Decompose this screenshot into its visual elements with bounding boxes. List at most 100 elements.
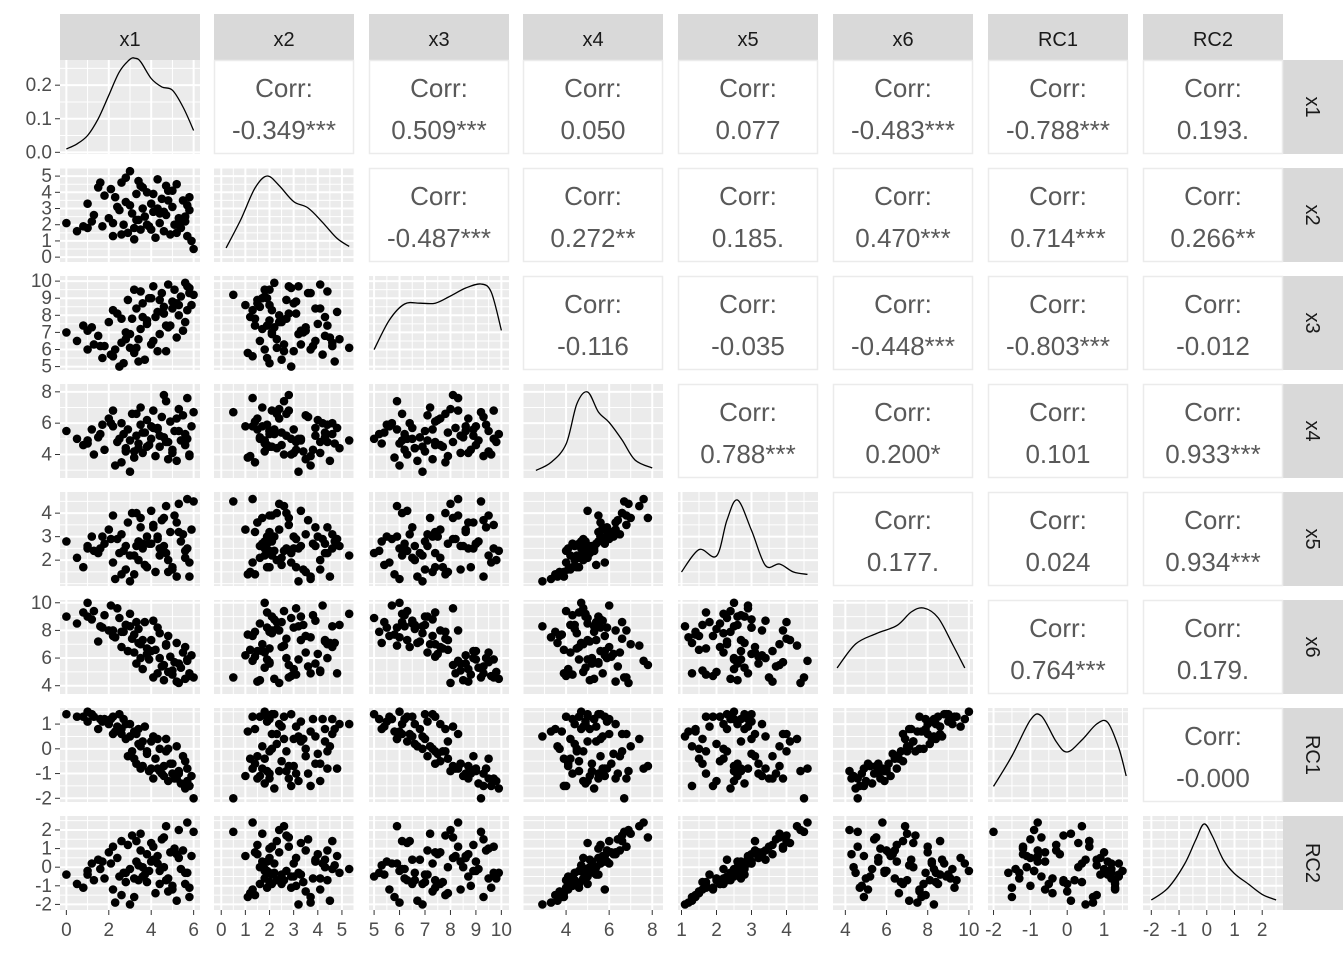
corr-value-x2-x4: 0.272**: [550, 223, 635, 253]
data-point: [929, 714, 939, 724]
corr-panel-x2-x4: [522, 167, 664, 263]
data-point: [277, 440, 286, 450]
data-point: [441, 458, 450, 467]
data-point: [136, 523, 145, 532]
data-point: [453, 406, 463, 415]
data-point: [925, 875, 935, 885]
data-point: [83, 870, 92, 879]
x-tick-label: 5: [369, 920, 380, 941]
corr-panel-x3-RC1: [987, 275, 1129, 371]
data-point: [149, 189, 158, 199]
data-point: [301, 631, 311, 641]
data-point: [299, 877, 308, 887]
data-point: [189, 827, 198, 837]
data-point: [729, 598, 739, 608]
data-point: [108, 305, 118, 315]
data-point: [878, 818, 887, 827]
scatter-points-x3-x1: [62, 278, 198, 371]
data-point: [306, 461, 315, 470]
data-point: [250, 458, 260, 467]
data-point: [335, 719, 344, 729]
data-point: [1029, 825, 1039, 835]
corr-panel-x2-x3: [368, 167, 510, 263]
data-point: [189, 407, 198, 417]
data-point: [964, 866, 974, 876]
data-point: [453, 494, 463, 504]
data-point: [311, 855, 320, 864]
data-point: [344, 343, 354, 353]
data-point: [279, 712, 289, 721]
data-point: [159, 833, 169, 842]
data-point: [559, 781, 569, 791]
data-point: [757, 719, 767, 729]
data-point: [296, 326, 306, 336]
data-point: [736, 646, 746, 656]
data-point: [436, 756, 445, 766]
data-point: [277, 722, 286, 731]
data-point: [284, 833, 294, 842]
data-point: [294, 467, 303, 477]
data-point: [161, 548, 171, 558]
corr-label: Corr:: [1184, 181, 1242, 211]
data-point: [617, 634, 627, 643]
data-point: [296, 838, 306, 848]
data-point: [262, 353, 272, 363]
data-point: [311, 423, 320, 433]
data-point: [125, 467, 135, 477]
data-point: [168, 186, 177, 195]
data-point: [243, 348, 253, 358]
corr-label: Corr:: [564, 73, 622, 103]
data-point: [176, 292, 186, 301]
data-point: [284, 761, 294, 771]
data-point: [159, 226, 169, 236]
x-tick-label: 8: [647, 920, 658, 941]
x-tick-label: 5: [337, 920, 348, 941]
data-point: [415, 433, 425, 442]
data-point: [754, 759, 763, 768]
data-point: [747, 859, 756, 868]
data-point: [277, 560, 286, 570]
data-point: [146, 539, 156, 548]
data-point: [430, 848, 440, 857]
data-point: [151, 567, 160, 577]
data-point: [110, 574, 120, 584]
data-point: [471, 646, 481, 656]
data-point: [272, 508, 282, 518]
data-point: [415, 855, 425, 864]
data-point: [323, 747, 332, 756]
data-point: [395, 461, 404, 470]
data-point: [132, 304, 141, 313]
data-point: [909, 838, 918, 848]
data-point: [332, 423, 342, 433]
data-point: [62, 709, 71, 719]
data-point: [180, 756, 190, 766]
x-tick-label: 6: [188, 920, 199, 941]
data-point: [935, 729, 945, 739]
strip-top-x2: [214, 14, 354, 60]
strip-top-x6: [833, 14, 973, 60]
data-point: [136, 829, 145, 838]
data-point: [183, 764, 192, 773]
data-point: [87, 532, 97, 541]
data-point: [335, 541, 344, 551]
data-point: [423, 751, 432, 761]
data-point: [719, 719, 728, 729]
data-point: [279, 606, 289, 616]
data-point: [272, 409, 282, 419]
y-tick-label: 4: [41, 503, 52, 524]
corr-value-x2-x6: 0.470***: [855, 223, 950, 253]
corr-value-x1-x6: -0.483***: [851, 115, 955, 145]
data-point: [687, 669, 697, 678]
data-point: [250, 627, 260, 637]
data-point: [726, 606, 735, 616]
corr-panel-x1-x2: [213, 59, 355, 155]
data-point: [161, 639, 171, 649]
corr-label: Corr:: [564, 181, 622, 211]
data-point: [301, 751, 311, 761]
data-point: [853, 842, 862, 851]
data-point: [726, 674, 735, 684]
data-point: [1007, 883, 1017, 892]
data-point: [395, 633, 404, 642]
data-point: [471, 764, 481, 773]
strip-top-label-x2: x2: [273, 29, 294, 51]
